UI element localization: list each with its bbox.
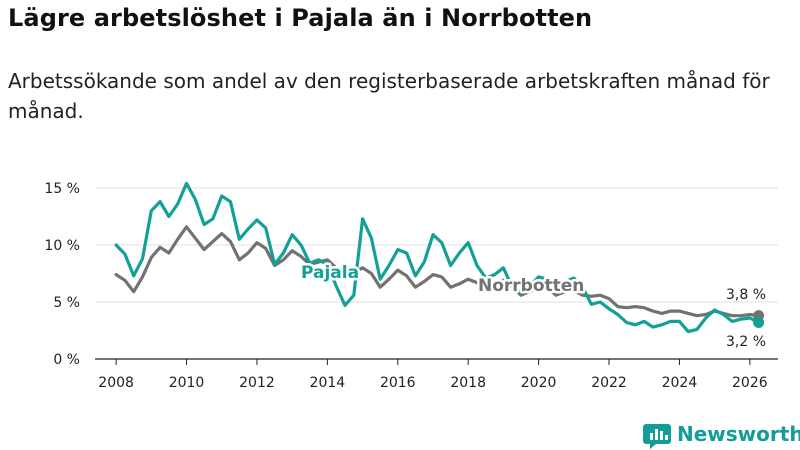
series-label-norrbotten: Norrbotten bbox=[478, 276, 584, 296]
x-tick-label: 2024 bbox=[662, 375, 698, 391]
y-tick-label: 15 % bbox=[44, 181, 80, 197]
brand-logo: Newsworthy bbox=[643, 422, 800, 449]
x-tick-label: 2010 bbox=[169, 375, 205, 391]
series-labels: Pajala Norrbotten bbox=[299, 261, 587, 299]
series-line-norrbotten bbox=[114, 225, 761, 318]
x-tick-label: 2008 bbox=[98, 375, 134, 391]
series-line-pajala bbox=[114, 181, 761, 334]
x-tick-label: 2022 bbox=[591, 375, 627, 391]
x-tick-label: 2016 bbox=[380, 375, 416, 391]
y-axis: 0 % 5 % 10 % 15 % bbox=[44, 181, 80, 368]
brand-name: Newsworthy bbox=[677, 422, 800, 446]
x-tick-label: 2020 bbox=[521, 375, 557, 391]
series-lines bbox=[114, 181, 761, 334]
y-tick-label: 0 % bbox=[53, 352, 80, 368]
y-tick-label: 5 % bbox=[53, 295, 80, 311]
x-axis: 2008 2010 2012 2014 2016 2018 2020 2022 2024 2026 bbox=[95, 358, 778, 391]
x-tick-label: 2026 bbox=[732, 375, 768, 391]
chart-title: Lägre arbetslöshet i Pajala än i Norrbot… bbox=[8, 4, 593, 32]
end-point-pajala bbox=[753, 317, 765, 329]
x-tick-label: 2018 bbox=[450, 375, 486, 391]
x-tick-label: 2014 bbox=[310, 375, 346, 391]
series-label-pajala: Pajala bbox=[301, 263, 359, 283]
x-tick-label: 2012 bbox=[239, 375, 275, 391]
end-points bbox=[753, 310, 765, 329]
end-label-norrbotten: 3,8 % bbox=[726, 287, 766, 303]
bar-chart-logo-icon bbox=[643, 424, 671, 449]
chart-subtitle: Arbetssökande som andel av den registerb… bbox=[8, 69, 770, 123]
y-tick-label: 10 % bbox=[44, 238, 80, 254]
end-label-pajala: 3,2 % bbox=[726, 334, 766, 350]
